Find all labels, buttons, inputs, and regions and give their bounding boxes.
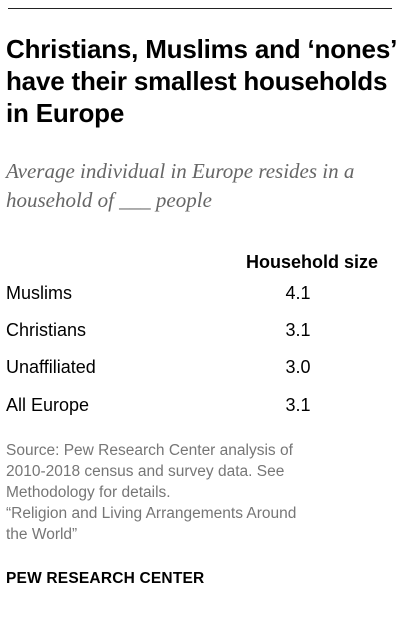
source-line: “Religion and Living Arrangements Around [6, 505, 297, 522]
row-label-all-europe: All Europe [6, 395, 90, 415]
source-line: 2010-2018 census and survey data. See [6, 463, 285, 480]
row-value-muslims: 4.1 [285, 283, 311, 303]
row-value-all-europe: 3.1 [285, 395, 311, 415]
top-rule [8, 8, 392, 9]
chart-subtitle: Average individual in Europe resides in … [6, 159, 355, 212]
row-label-unaffiliated: Unaffiliated [6, 357, 96, 377]
row-value-unaffiliated: 3.0 [285, 357, 311, 377]
chart-title: Christians, Muslims and ‘nones’ have the… [6, 34, 396, 128]
column-header-household-size: Household size [245, 252, 378, 272]
source-note: Source: Pew Research Center analysis of … [6, 440, 402, 545]
row-label-christians: Christians [6, 320, 87, 340]
row-value-christians: 3.1 [285, 320, 311, 340]
source-line: Source: Pew Research Center analysis of [6, 442, 293, 459]
row-label-muslims: Muslims [6, 283, 72, 303]
brand-wordmark: PEW RESEARCH CENTER [6, 570, 205, 587]
source-line: Methodology for details. [6, 484, 171, 501]
source-line: the World” [6, 526, 78, 543]
